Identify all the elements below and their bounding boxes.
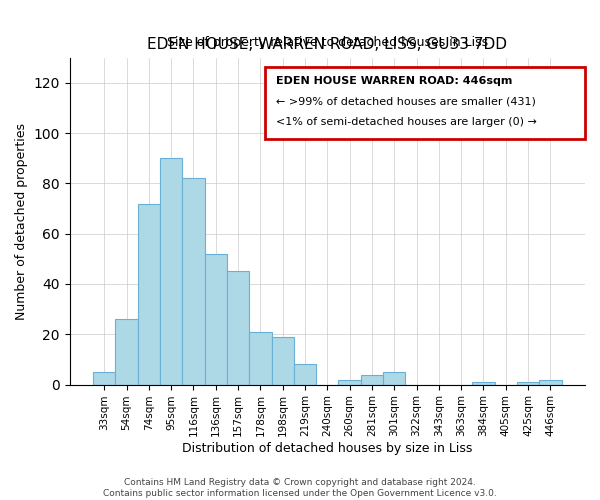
Bar [182, 178, 205, 384]
Bar [383, 372, 406, 384]
Bar [361, 374, 383, 384]
FancyBboxPatch shape [265, 68, 585, 140]
Bar [294, 364, 316, 384]
Bar [539, 380, 562, 384]
Text: Contains HM Land Registry data © Crown copyright and database right 2024.
Contai: Contains HM Land Registry data © Crown c… [103, 478, 497, 498]
Bar [227, 272, 249, 384]
Y-axis label: Number of detached properties: Number of detached properties [15, 122, 28, 320]
Bar [338, 380, 361, 384]
Text: ← >99% of detached houses are smaller (431): ← >99% of detached houses are smaller (4… [276, 96, 536, 106]
Text: Size of property relative to detached houses in Liss: Size of property relative to detached ho… [167, 36, 488, 50]
Bar [272, 337, 294, 384]
Bar [115, 319, 137, 384]
Text: <1% of semi-detached houses are larger (0) →: <1% of semi-detached houses are larger (… [276, 116, 536, 126]
X-axis label: Distribution of detached houses by size in Liss: Distribution of detached houses by size … [182, 442, 473, 455]
Bar [205, 254, 227, 384]
Text: EDEN HOUSE WARREN ROAD: 446sqm: EDEN HOUSE WARREN ROAD: 446sqm [276, 76, 512, 86]
Bar [160, 158, 182, 384]
Bar [93, 372, 115, 384]
Bar [249, 332, 272, 384]
Bar [137, 204, 160, 384]
Bar [472, 382, 494, 384]
Title: EDEN HOUSE, WARREN ROAD, LISS, GU33 7DD: EDEN HOUSE, WARREN ROAD, LISS, GU33 7DD [148, 38, 508, 52]
Bar [517, 382, 539, 384]
